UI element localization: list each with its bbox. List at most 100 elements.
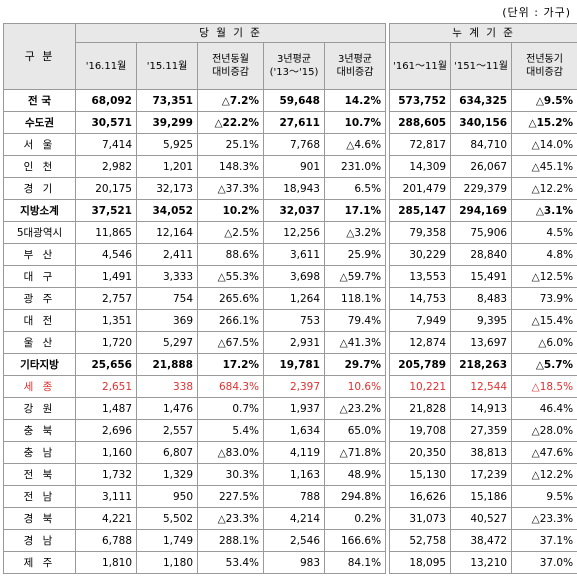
- value-cell: △18.5%: [511, 375, 577, 398]
- value-cell: 218,263: [450, 353, 513, 376]
- value-cell: △3.1%: [511, 199, 577, 222]
- region-name-cell: 전 북: [3, 463, 76, 486]
- value-cell: 29.7%: [323, 353, 387, 376]
- value-cell: 901: [263, 155, 325, 178]
- value-cell: △12.2%: [511, 463, 577, 486]
- value-cell: 25.1%: [197, 133, 264, 156]
- column-header: 3년평균 ('13～'15): [263, 42, 325, 90]
- value-cell: 0.7%: [197, 397, 264, 420]
- value-cell: 1,264: [263, 287, 325, 310]
- region-name-cell: 인 천: [3, 155, 76, 178]
- value-cell: 265.6%: [197, 287, 264, 310]
- value-cell: 2,546: [263, 529, 325, 552]
- region-name-cell: 강 원: [3, 397, 76, 420]
- value-cell: 37.1%: [511, 529, 577, 552]
- table-row: 충 북 2,696 2,557 5.4% 1,634 65.0% 19,708 27,359 △…: [3, 419, 577, 442]
- value-cell: 7,414: [75, 133, 137, 156]
- region-name-cell: 경 남: [3, 529, 76, 552]
- value-cell: 3,698: [263, 265, 325, 288]
- region-name-cell: 세 종: [3, 375, 76, 398]
- value-cell: 21,888: [136, 353, 198, 376]
- value-cell: 84,710: [450, 133, 513, 156]
- value-cell: 20,350: [389, 441, 452, 464]
- value-cell: 788: [263, 485, 325, 508]
- region-name-cell: 광 주: [3, 287, 76, 310]
- value-cell: 53.4%: [197, 551, 264, 574]
- value-cell: 3,611: [263, 243, 325, 266]
- value-cell: 231.0%: [323, 155, 387, 178]
- value-cell: △67.5%: [197, 331, 264, 354]
- table-row: 전 국 68,092 73,351 △7.2% 59,648 14.2% 573,752 63…: [3, 89, 577, 112]
- value-cell: 52,758: [389, 529, 452, 552]
- value-cell: 15,491: [450, 265, 513, 288]
- value-cell: 14,309: [389, 155, 452, 178]
- value-cell: 266.1%: [197, 309, 264, 332]
- value-cell: 30.3%: [197, 463, 264, 486]
- value-cell: △28.0%: [511, 419, 577, 442]
- value-cell: 7,949: [389, 309, 452, 332]
- value-cell: 88.6%: [197, 243, 264, 266]
- region-name-cell: 제 주: [3, 551, 76, 574]
- region-name-cell: 충 북: [3, 419, 76, 442]
- value-cell: 25.9%: [323, 243, 387, 266]
- value-cell: △22.2%: [197, 111, 264, 134]
- value-cell: 27,611: [263, 111, 325, 134]
- value-cell: △23.3%: [511, 507, 577, 530]
- column-header: '161～11월: [389, 42, 452, 90]
- value-cell: 2,696: [75, 419, 137, 442]
- value-cell: 338: [136, 375, 198, 398]
- value-cell: 1,720: [75, 331, 137, 354]
- value-cell: 30,571: [75, 111, 137, 134]
- table-row: 세 종 2,651 338 684.3% 2,397 10.6% 10,221 12,544 △…: [3, 375, 577, 398]
- value-cell: 48.9%: [323, 463, 387, 486]
- value-cell: 14.2%: [323, 89, 387, 112]
- value-cell: 1,749: [136, 529, 198, 552]
- value-cell: 288,605: [389, 111, 452, 134]
- value-cell: 4,119: [263, 441, 325, 464]
- value-cell: 9.5%: [511, 485, 577, 508]
- value-cell: 5,925: [136, 133, 198, 156]
- value-cell: 2,397: [263, 375, 325, 398]
- housing-stats-table: 구 분 당 월 기 준 누 계 기 준 '16.11월 '15.11월 전년동월 대비…: [3, 23, 577, 574]
- value-cell: 32,037: [263, 199, 325, 222]
- value-cell: 950: [136, 485, 198, 508]
- value-cell: 15,186: [450, 485, 513, 508]
- value-cell: 1,160: [75, 441, 137, 464]
- value-cell: 227.5%: [197, 485, 264, 508]
- table-row: 대 전 1,351 369 266.1% 753 79.4% 7,949 9,395 △15.4…: [3, 309, 577, 332]
- value-cell: 8,483: [450, 287, 513, 310]
- region-name-cell: 충 남: [3, 441, 76, 464]
- table-row: 제 주 1,810 1,180 53.4% 983 84.1% 18,095 13,210 37…: [3, 551, 577, 574]
- value-cell: △23.3%: [197, 507, 264, 530]
- value-cell: 4,214: [263, 507, 325, 530]
- value-cell: 1,810: [75, 551, 137, 574]
- value-cell: 6,807: [136, 441, 198, 464]
- value-cell: 12,256: [263, 221, 325, 244]
- table-row: 기타지방 25,656 21,888 17.2% 19,781 29.7% 205,789 2…: [3, 353, 577, 376]
- value-cell: 39,299: [136, 111, 198, 134]
- value-cell: 46.4%: [511, 397, 577, 420]
- value-cell: 6,788: [75, 529, 137, 552]
- value-cell: 2,557: [136, 419, 198, 442]
- region-name-cell: 5대광역시: [3, 221, 76, 244]
- value-cell: 4,546: [75, 243, 137, 266]
- value-cell: △2.5%: [197, 221, 264, 244]
- value-cell: 84.1%: [323, 551, 387, 574]
- value-cell: 5,297: [136, 331, 198, 354]
- value-cell: 340,156: [450, 111, 513, 134]
- value-cell: 1,201: [136, 155, 198, 178]
- value-cell: 3,333: [136, 265, 198, 288]
- value-cell: 4,221: [75, 507, 137, 530]
- value-cell: △15.4%: [511, 309, 577, 332]
- value-cell: 68,092: [75, 89, 137, 112]
- value-cell: 573,752: [389, 89, 452, 112]
- table-row: 울 산 1,720 5,297 △67.5% 2,931 △41.3% 12,874 13,6…: [3, 331, 577, 354]
- table-row: 충 남 1,160 6,807 △83.0% 4,119 △71.8% 20,350 38,8…: [3, 441, 577, 464]
- value-cell: 37,521: [75, 199, 137, 222]
- region-name-cell: 대 전: [3, 309, 76, 332]
- region-name-cell: 수도권: [3, 111, 76, 134]
- value-cell: 73,351: [136, 89, 198, 112]
- value-cell: 18,095: [389, 551, 452, 574]
- value-cell: 288.1%: [197, 529, 264, 552]
- value-cell: 1,487: [75, 397, 137, 420]
